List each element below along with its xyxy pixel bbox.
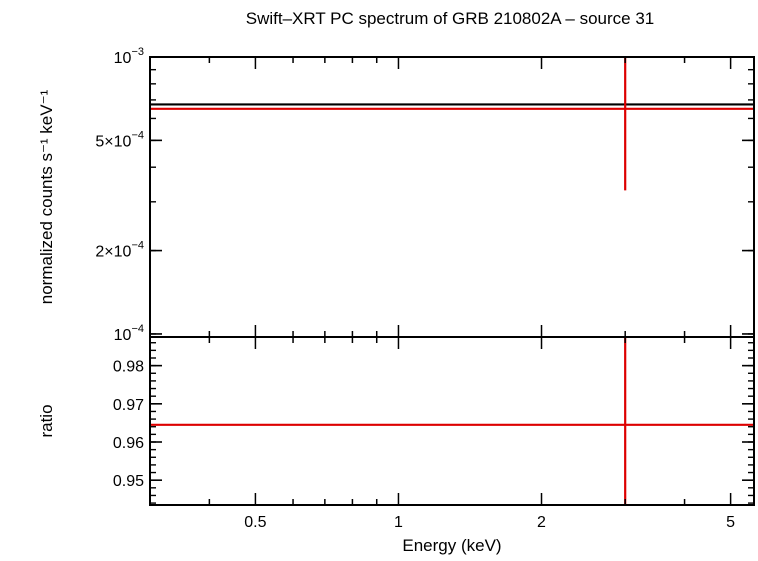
y-tick-label: 5×10−4 [95, 129, 144, 150]
y-tick-label: 10−3 [114, 46, 144, 67]
x-tick-label: 1 [394, 514, 403, 531]
x-tick-label: 2 [537, 514, 546, 531]
y-tick-label: 10−4 [114, 323, 144, 344]
ratio-panel-frame [149, 336, 755, 506]
y-tick-label: 0.96 [113, 435, 144, 452]
x-tick-label: 5 [726, 514, 735, 531]
y-tick-label: 0.95 [113, 473, 144, 490]
y-tick-label: 2×10−4 [95, 240, 144, 261]
y-tick-label: 0.97 [113, 397, 144, 414]
chart-title: Swift–XRT PC spectrum of GRB 210802A – s… [246, 9, 655, 28]
y-tick-mantissa: 2×10 [95, 244, 131, 261]
y-tick-exponent: −3 [131, 46, 144, 58]
x-tick-label: 0.5 [244, 514, 266, 531]
ratio-y-axis-label: ratio [37, 404, 56, 437]
spectrum-panel-frame [149, 56, 755, 338]
y-tick-exponent: −4 [131, 240, 144, 252]
y-tick-exponent: −4 [131, 323, 144, 335]
y-tick-mantissa: 10 [114, 327, 132, 344]
y-tick-mantissa: 5×10 [95, 133, 131, 150]
x-axis-label: Energy (keV) [402, 536, 501, 555]
y-tick-label: 0.98 [113, 359, 144, 376]
y-tick-mantissa: 10 [114, 50, 132, 67]
spectrum-y-axis-label: normalized counts s⁻¹ keV⁻¹ [37, 89, 56, 304]
y-tick-exponent: −4 [131, 129, 144, 141]
